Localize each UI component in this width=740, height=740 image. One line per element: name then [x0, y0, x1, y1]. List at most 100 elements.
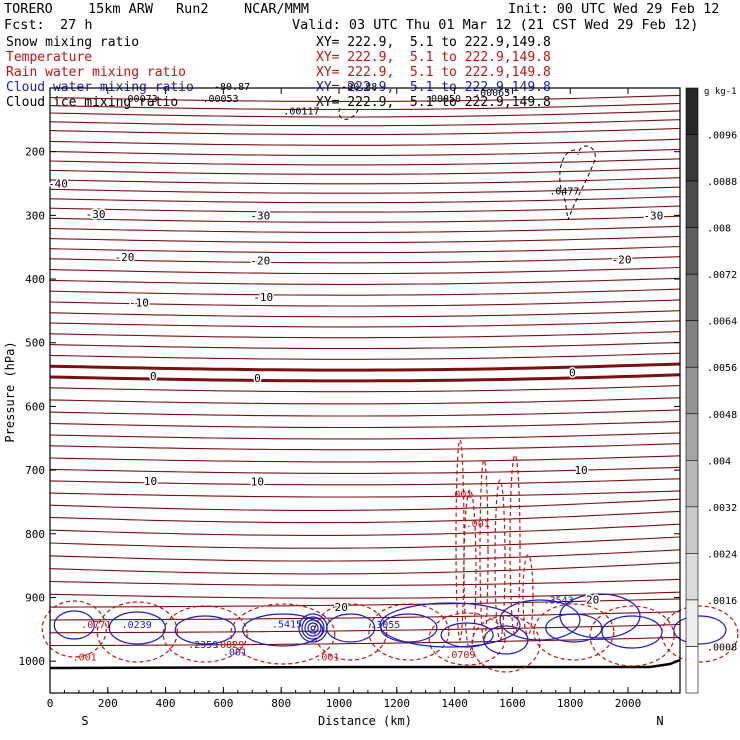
- isotherm-zero: [49, 362, 681, 372]
- extremum-label: .00053: [202, 94, 238, 105]
- colorbar-cell: [685, 506, 699, 554]
- rain-contour: [533, 603, 615, 661]
- rain-contour: [41, 600, 107, 658]
- extremum-label: .001: [466, 519, 490, 530]
- legend-rain-xy: XY= 222.9, 5.1 to 222.9,149.8: [316, 65, 551, 80]
- rain-contour: [479, 459, 489, 641]
- temperature-label: -20: [250, 255, 270, 268]
- extremum-label: .3055: [370, 620, 400, 631]
- isotherm: [49, 167, 681, 175]
- rain-contour: [368, 603, 450, 661]
- isotherm: [49, 94, 681, 102]
- header-grid: 15km ARW: [88, 1, 154, 17]
- colorbar-cell: [685, 599, 699, 647]
- x-tick-label: 1400: [441, 697, 468, 710]
- y-tick-label: 700: [25, 464, 45, 477]
- isotherm: [49, 186, 681, 194]
- isotherm: [49, 277, 681, 285]
- rain-contour: [230, 603, 336, 665]
- snow-contour: [338, 107, 359, 120]
- cloud-water-contour: [483, 625, 529, 655]
- rain-contour: [463, 489, 477, 651]
- contour-labels: -40 -30 -30 -30 -20 -20 -20 -10 -10 0 0 0 10 10 10 20 20…: [47, 82, 665, 664]
- x-tick-label: 200: [98, 697, 118, 710]
- temperature-label: -30: [250, 209, 270, 222]
- colorbar-tick: .0072: [707, 270, 737, 281]
- cloud-water-contour: [108, 611, 166, 645]
- legend-temperature-xy: XY= 222.9, 5.1 to 222.9,149.8: [316, 50, 551, 65]
- x-tick-label: 600: [213, 697, 233, 710]
- colorbar-cell: [685, 134, 699, 182]
- cloud-water-contour: [601, 615, 663, 649]
- x-tick-label: 0: [47, 697, 54, 710]
- x-tick-label: 1000: [326, 697, 353, 710]
- isotherm: [49, 225, 681, 233]
- x-tick-label: 2000: [615, 697, 642, 710]
- rain-contour: [96, 601, 178, 663]
- y-tick-label: 1000: [19, 655, 46, 668]
- temperature-label: -30: [86, 208, 106, 221]
- colorbar-cell: [685, 320, 699, 368]
- extremum-label: -80.88: [341, 82, 377, 93]
- isotherm: [49, 562, 681, 575]
- cloud-water-contour: [298, 613, 328, 643]
- header-init: Init: 00 UTC Wed 29 Feb 12: [508, 1, 720, 17]
- rain-contour: [589, 605, 675, 667]
- y-tick-label: 400: [25, 273, 45, 286]
- cloud-water-contour: [379, 602, 521, 648]
- rain-contour: [162, 605, 248, 663]
- isotherm: [49, 432, 681, 440]
- isotherm: [49, 498, 681, 511]
- extremum-label: .0771: [81, 620, 111, 631]
- temperature-label: -20: [612, 253, 632, 266]
- rain-contour: [661, 605, 739, 663]
- temperature-contours: [49, 94, 681, 670]
- colorbar-tick: .0064: [707, 317, 737, 328]
- colorbar-tick: .0096: [707, 131, 737, 142]
- terrain-line: [49, 658, 681, 670]
- temperature-label: 10: [144, 475, 157, 488]
- isotherm: [49, 331, 681, 339]
- colorbar-cell: [685, 646, 699, 694]
- cloud-water-contour: [304, 619, 322, 637]
- colorbar-tick: .004: [707, 456, 731, 467]
- x-axis-title: Distance (km): [318, 714, 412, 728]
- extremum-label: .00050: [425, 94, 461, 105]
- extremum-label: .00065: [474, 88, 510, 99]
- isotherm: [49, 205, 681, 213]
- isotherm: [49, 119, 681, 127]
- temperature-label: -10: [253, 291, 273, 304]
- isotherm: [49, 299, 681, 307]
- temperature-label: -10: [129, 297, 149, 310]
- isotherm: [49, 536, 681, 549]
- legend-snow-xy: XY= 222.9, 5.1 to 222.9,149.8: [316, 35, 551, 50]
- colorbar-tick: .0056: [707, 363, 737, 374]
- isotherm: [49, 478, 681, 486]
- cloud-water-contour: [559, 593, 641, 639]
- temperature-label: 10: [574, 464, 587, 477]
- axis-end-south: S: [81, 714, 88, 728]
- temperature-label: 20: [586, 593, 599, 606]
- rain-contour: [314, 603, 388, 661]
- isotherm: [49, 523, 681, 536]
- temperature-label: 0: [254, 372, 261, 385]
- legend-rain-name: Rain water mixing ratio: [6, 65, 187, 80]
- y-tick-label: 600: [25, 400, 45, 413]
- legend-snow-name: Snow mixing ratio: [6, 35, 140, 50]
- isotherm: [49, 341, 681, 350]
- cloud-water-contour: [174, 615, 236, 645]
- x-tick-label: 1600: [499, 697, 526, 710]
- cloud-water-contour: [673, 615, 727, 645]
- temperature-label: -30: [643, 209, 663, 222]
- cloud-water-contour: [307, 622, 319, 634]
- isotherm: [49, 510, 681, 524]
- isotherm: [49, 266, 681, 275]
- header-fcst-label: Fcst:: [4, 17, 45, 33]
- temperature-label: -20: [115, 251, 135, 264]
- colorbar-cell: [685, 460, 699, 508]
- isotherm: [49, 246, 681, 254]
- extremum-label: .0477: [549, 187, 579, 198]
- header-fcst-value: 27 h: [60, 17, 93, 33]
- legend-temperature-name: Temperature: [6, 50, 93, 65]
